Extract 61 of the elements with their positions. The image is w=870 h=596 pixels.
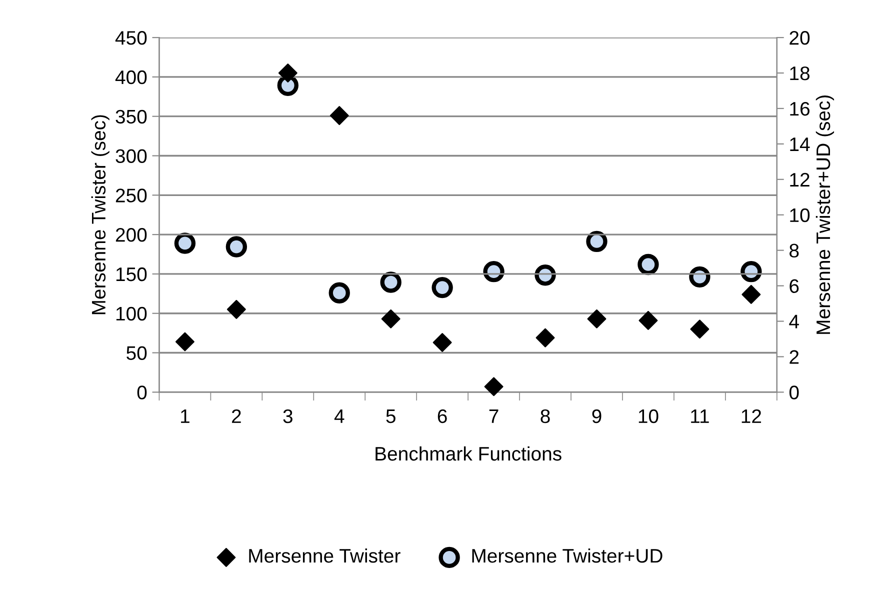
x-tick-label: 1	[181, 410, 190, 423]
y-tick-label: 250	[116, 188, 147, 202]
y2-tick-label: 18	[790, 66, 810, 80]
y2-tick-label: 20	[790, 31, 810, 45]
y-tick-label: 400	[115, 70, 147, 84]
point	[740, 261, 762, 282]
y2-tick-label: 0	[789, 386, 799, 400]
point	[174, 232, 196, 254]
point	[638, 310, 658, 330]
point	[536, 328, 555, 348]
point	[328, 282, 350, 304]
y-tick-label: 450	[115, 31, 147, 45]
y-tick-label: 150	[116, 267, 147, 282]
point	[330, 106, 349, 126]
y2-tick-label: 12	[790, 172, 810, 186]
y2-tick-label: 4	[789, 314, 799, 328]
point	[690, 320, 710, 339]
point	[586, 230, 608, 252]
x-tick-label: 7	[489, 410, 498, 423]
point	[175, 332, 194, 352]
y2-tick-label: 6	[790, 279, 799, 294]
point	[432, 333, 452, 352]
point	[432, 276, 453, 298]
x-tick-label: 6	[438, 409, 447, 424]
y-tick-label: 200	[116, 228, 147, 242]
point	[587, 309, 606, 328]
x-tick-label: 10	[638, 409, 658, 424]
point	[483, 261, 504, 282]
x-tick-label: 4	[334, 410, 344, 423]
point	[742, 284, 761, 304]
y2-axis-title: Mersenne Twister+UD (sec)	[816, 95, 834, 334]
point	[278, 64, 298, 82]
x-tick-label: 12	[742, 409, 762, 423]
point	[380, 272, 402, 293]
point	[534, 264, 556, 286]
x-tick-label: 9	[592, 409, 602, 424]
y-tick-label: 0	[137, 386, 147, 400]
x-tick-label: 2	[232, 409, 241, 423]
y2-tick-label: 8	[790, 244, 799, 258]
x-tick-label: 5	[386, 410, 396, 424]
point	[381, 309, 400, 328]
y-tick-label: 50	[126, 346, 147, 360]
y2-tick-label: 2	[790, 350, 799, 364]
y2-tick-label: 16	[790, 102, 810, 116]
point	[226, 300, 246, 319]
x-tick-label: 3	[283, 409, 292, 424]
y2-tick-label: 10	[790, 208, 810, 222]
y2-tick-label: 14	[790, 138, 810, 151]
point	[689, 266, 710, 288]
point	[226, 236, 248, 258]
x-axis-title: Benchmark Functions	[376, 446, 562, 461]
y-tick-label: 300	[116, 149, 147, 163]
y-tick-label: 100	[116, 306, 147, 321]
x-tick-label: 8	[540, 409, 550, 424]
point	[638, 254, 659, 276]
y-tick-label: 350	[116, 110, 147, 124]
legend-label: Mersenne Twister	[249, 548, 400, 563]
y-axis-title: Mersenne Twister (sec)	[91, 115, 110, 314]
legend-label: Mersenne Twister+UD	[472, 548, 662, 563]
point	[484, 377, 504, 396]
x-tick-label: 11	[691, 410, 709, 423]
